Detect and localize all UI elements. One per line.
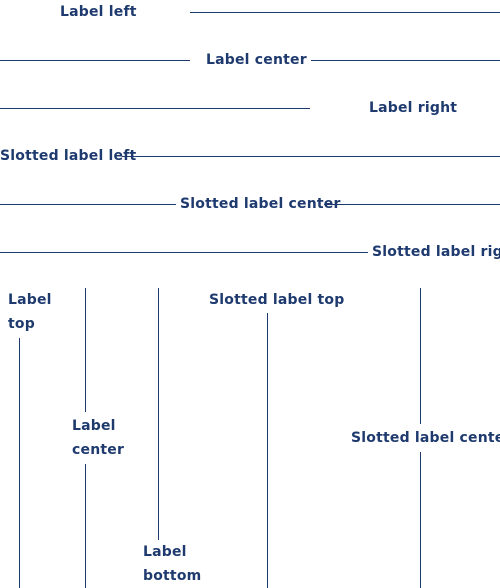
divider-line (190, 12, 500, 13)
divider-line (19, 338, 20, 588)
divider-label: Slotted label center (180, 196, 341, 212)
divider-label: Label top (8, 292, 52, 332)
divider-label: Label center (72, 418, 125, 458)
divider-line (267, 313, 268, 588)
divider-line (85, 464, 86, 588)
divider-label: Label bottom (143, 544, 202, 584)
divider-line (420, 452, 421, 588)
divider-label: Label center (206, 52, 307, 68)
divider-label: Slotted label right (372, 244, 500, 260)
divider-label: Label left (60, 4, 137, 20)
divider-label: Slotted label top (209, 292, 345, 308)
divider-line (324, 204, 500, 205)
divider-label: Slotted label left (0, 148, 137, 164)
divider-label: Slotted label center (351, 430, 500, 446)
divider-line (85, 288, 86, 412)
divider-line (122, 156, 500, 157)
divider-line (0, 252, 368, 253)
divider-line (311, 60, 500, 61)
divider-line (0, 204, 176, 205)
divider-line (420, 288, 421, 424)
divider-line (0, 108, 310, 109)
divider-label: Label right (369, 100, 458, 116)
divider-line (0, 60, 190, 61)
divider-line (158, 288, 159, 540)
